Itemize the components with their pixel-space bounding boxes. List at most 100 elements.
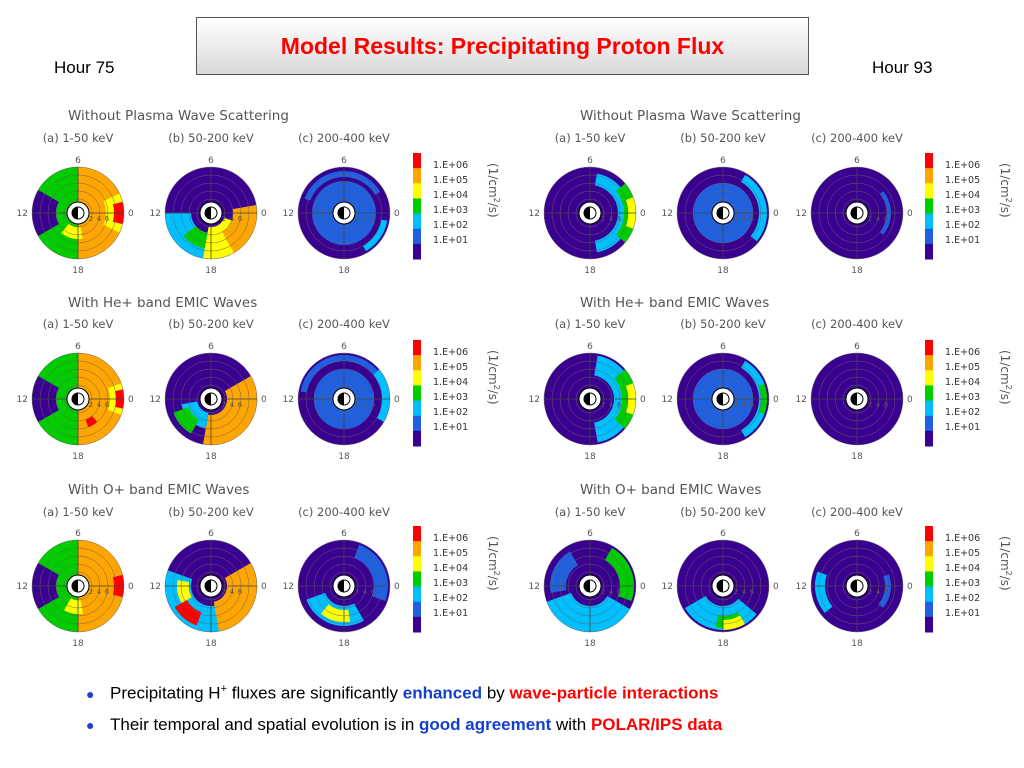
colorbar-swatch	[413, 541, 421, 557]
colorbar-label: 1.E+01	[433, 422, 468, 433]
colorbar-swatch	[413, 198, 421, 215]
mlt-label-0: 0	[640, 395, 646, 405]
radial-tick: 6	[105, 588, 110, 596]
bullet-2-highlight-agreement: good agreement	[419, 715, 552, 734]
mlt-label-18: 18	[584, 452, 596, 462]
colorbar-label: 1.E+06	[945, 160, 980, 171]
earth-night-icon	[584, 207, 590, 219]
colorbar-label: 1.E+02	[433, 593, 468, 604]
mlt-label-6: 6	[208, 156, 214, 166]
energy-label: (b) 50-200 keV	[168, 505, 254, 519]
radial-tick: 4	[230, 215, 235, 223]
colorbar-label: 1.E+03	[433, 578, 468, 589]
colorbar-swatch	[413, 153, 421, 169]
mlt-label-6: 6	[75, 342, 81, 352]
colorbar-swatch	[925, 586, 933, 603]
mlt-label-18: 18	[584, 639, 596, 649]
radial-tick: 6	[238, 215, 243, 223]
radial-tick: 2	[222, 588, 226, 596]
radial-tick: 4	[97, 588, 102, 596]
mlt-label-12: 12	[17, 209, 28, 219]
radial-tick: 2	[868, 401, 872, 409]
mlt-label-0: 0	[394, 582, 400, 592]
mlt-label-18: 18	[717, 266, 729, 276]
bullet-1-prefix: Precipitating H	[110, 683, 221, 703]
energy-label: (c) 200-400 keV	[298, 317, 390, 331]
earth-night-icon	[851, 580, 857, 592]
mlt-label-12: 12	[17, 582, 28, 592]
mlt-label-0: 0	[640, 582, 646, 592]
colorbar-label: 1.E+02	[433, 407, 468, 418]
earth-night-icon	[851, 393, 857, 405]
mlt-label-12: 12	[662, 395, 673, 405]
radial-tick: 4	[97, 401, 102, 409]
radial-tick: 6	[884, 215, 889, 223]
colorbar-label: 1.E+03	[433, 392, 468, 403]
bullet-2-highlight-polar: POLAR/IPS data	[590, 715, 723, 734]
mlt-label-18: 18	[72, 452, 84, 462]
mlt-label-12: 12	[796, 395, 807, 405]
colorbar-label: 1.E+05	[433, 175, 468, 186]
colorbar-label: 1.E+06	[433, 533, 468, 544]
colorbar-swatch	[925, 243, 933, 260]
bullet-1-highlight-wpi: wave-particle interactions	[509, 683, 719, 703]
mlt-label-0: 0	[261, 395, 267, 405]
mlt-label-12: 12	[150, 395, 161, 405]
colorbar-swatch	[925, 400, 933, 417]
mlt-label-18: 18	[851, 639, 863, 649]
mlt-label-12: 12	[529, 582, 540, 592]
mlt-label-12: 12	[150, 209, 161, 219]
colorbar-label: 1.E+05	[945, 362, 980, 373]
colorbar-swatch	[413, 400, 421, 417]
radial-tick: 2	[601, 215, 605, 223]
radial-tick: 4	[230, 401, 235, 409]
colorbar-swatch	[413, 168, 421, 184]
bullet-2-joiner: with	[551, 715, 591, 734]
colorbar-unit-label: (1/cm2/s)	[486, 163, 501, 218]
radial-tick: 2	[734, 588, 738, 596]
colorbar-label: 1.E+05	[945, 175, 980, 186]
mlt-label-6: 6	[587, 342, 593, 352]
radial-tick: 4	[742, 215, 747, 223]
radial-tick: 2	[355, 215, 359, 223]
colorbar-unit-label: (1/cm2/s)	[998, 536, 1013, 591]
energy-label: (c) 200-400 keV	[298, 505, 390, 519]
bullet-dot-icon: ●	[86, 685, 95, 702]
energy-label: (a) 1-50 keV	[555, 131, 626, 145]
energy-label: (a) 1-50 keV	[555, 505, 626, 519]
colorbar-swatch	[925, 153, 933, 169]
radial-tick: 6	[884, 401, 889, 409]
mlt-label-12: 12	[796, 209, 807, 219]
colorbar-swatch	[925, 228, 933, 245]
colorbar-label: 1.E+02	[945, 220, 980, 231]
radial-tick: 4	[609, 401, 614, 409]
colorbar-label: 1.E+03	[945, 392, 980, 403]
earth-night-icon	[205, 207, 211, 219]
mlt-label-0: 0	[394, 395, 400, 405]
earth-night-icon	[338, 393, 344, 405]
energy-label: (b) 50-200 keV	[168, 317, 254, 331]
mlt-label-0: 0	[907, 209, 913, 219]
radial-tick: 6	[238, 588, 243, 596]
bullet-list: ● Precipitating H+ fluxes are significant…	[86, 676, 722, 748]
radial-tick: 2	[734, 215, 738, 223]
colorbar-label: 1.E+01	[945, 422, 980, 433]
colorbar-swatch	[925, 168, 933, 184]
mlt-label-0: 0	[394, 209, 400, 219]
mlt-label-18: 18	[205, 452, 217, 462]
radial-tick: 4	[609, 588, 614, 596]
radial-tick: 4	[876, 215, 881, 223]
colorbar-label: 1.E+04	[945, 563, 980, 574]
radial-tick: 4	[609, 215, 614, 223]
mlt-label-18: 18	[205, 266, 217, 276]
radial-tick: 2	[89, 401, 93, 409]
mlt-label-6: 6	[720, 342, 726, 352]
energy-label: (c) 200-400 keV	[298, 131, 390, 145]
mlt-label-0: 0	[261, 582, 267, 592]
slide-title: Model Results: Precipitating Proton Flux	[280, 33, 725, 59]
earth-night-icon	[584, 580, 590, 592]
